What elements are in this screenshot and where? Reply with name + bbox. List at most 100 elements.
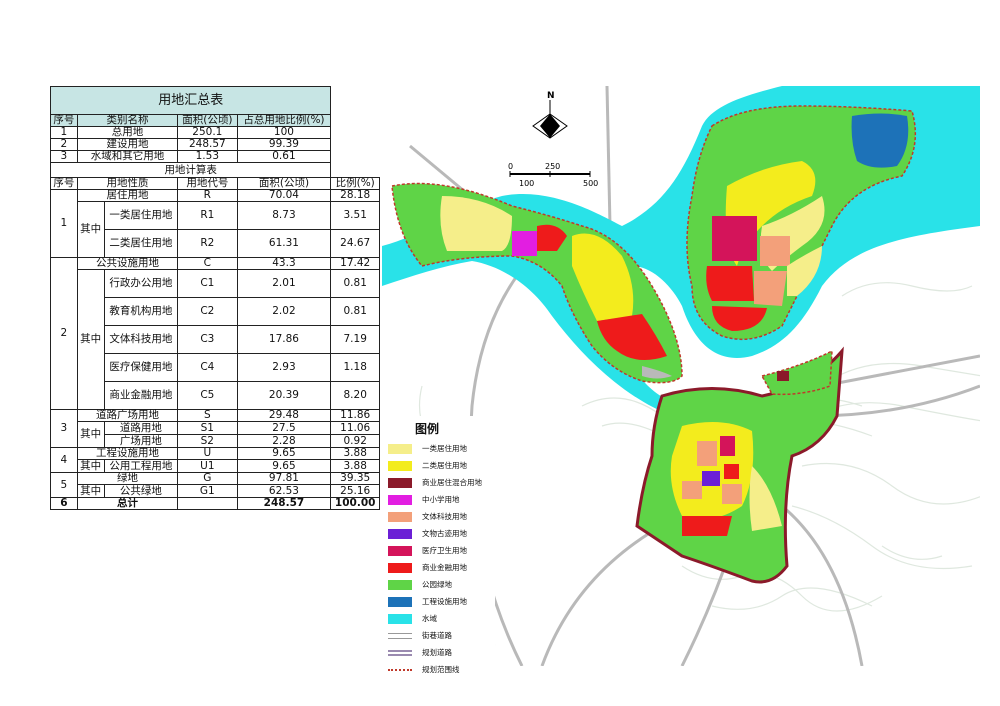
legend-item: 规划范围线	[385, 661, 495, 678]
sub-code: C1	[177, 269, 238, 298]
sub-name: 道路用地	[103, 421, 179, 435]
summary-header-ratio: 占总用地比例(%)	[236, 114, 332, 127]
legend-item: 规划道路	[385, 644, 495, 661]
sub-name: 商业金融用地	[103, 381, 179, 410]
sub-name: 公用工程用地	[103, 459, 179, 473]
table-row: 商业金融用地 C5 20.39 8.20	[51, 381, 380, 410]
table-row: 医疗保健用地 C4 2.93 1.18	[51, 353, 380, 382]
table-row: 3 道路广场用地 S 29.48 11.86	[50, 409, 380, 448]
legend-item: 水域	[385, 610, 495, 627]
legend-label: 街巷道路	[422, 631, 452, 640]
sub-area: 2.02	[236, 297, 332, 326]
group-code: G	[177, 472, 238, 485]
sub-name: 公共绿地	[103, 484, 179, 498]
sub-code: C2	[177, 297, 238, 326]
table-row: 2 建设用地 248.57 99.39	[50, 138, 380, 151]
calc-header-code: 用地代号	[177, 177, 238, 190]
summary-name: 水域和其它用地	[76, 150, 179, 163]
legend-label: 规划道路	[422, 648, 452, 657]
summary-area: 250.1	[177, 126, 238, 139]
sub-ratio: 0.81	[330, 297, 380, 326]
summary-ratio: 100	[236, 126, 332, 139]
table-row: 其中 公共绿地 G1 62.53 25.16	[51, 484, 380, 498]
group-area: 43.3	[236, 257, 332, 270]
group-no: 4	[50, 447, 78, 473]
summary-no: 3	[50, 150, 78, 163]
legend-item: 医疗卫生用地	[385, 542, 495, 559]
legend-swatch	[388, 632, 412, 639]
land-use-table: 用地汇总表 序号 类别名称 面积(公顷) 占总用地比例(%) 1 总用地 250…	[49, 86, 380, 510]
sub-ratio: 24.67	[330, 229, 380, 258]
legend-swatch	[388, 494, 412, 505]
calc-header-no: 序号	[50, 177, 78, 190]
sub-code: U1	[177, 459, 238, 473]
calc-header-area: 面积(公顷)	[236, 177, 332, 190]
legend-swatch	[388, 528, 412, 539]
summary-area: 1.53	[177, 150, 238, 163]
legend-swatch	[388, 649, 412, 656]
sub-ratio: 1.18	[330, 353, 380, 382]
compass-scale: N 0 250 100 500	[508, 91, 598, 188]
group-no: 5	[50, 472, 78, 498]
table-row: 6 总计 248.57 100.00	[50, 497, 380, 510]
group-ratio: 17.42	[330, 257, 380, 270]
sub-area: 9.65	[236, 459, 332, 473]
table-row: 教育机构用地 C2 2.02 0.81	[51, 297, 380, 326]
table-row: 5 绿地 G 97.81 39.35	[50, 472, 380, 498]
legend-swatch	[388, 596, 412, 607]
legend-item: 商业金融用地	[385, 559, 495, 576]
group-code: S	[177, 409, 238, 422]
legend-swatch	[388, 579, 412, 590]
group-name: 工程设施用地	[76, 447, 179, 460]
group-name: 居住用地	[76, 189, 179, 202]
sub-ratio: 8.20	[330, 381, 380, 410]
sub-area: 62.53	[236, 484, 332, 498]
table-row: 二类居住用地 R2 61.31 24.67	[51, 229, 380, 258]
legend-label: 文体科技用地	[422, 512, 467, 521]
table-row: 1 总用地 250.1 100	[50, 126, 380, 139]
legend-title: 图例	[415, 422, 440, 436]
summary-header-area: 面积(公顷)	[177, 114, 238, 127]
summary-name: 建设用地	[76, 138, 179, 151]
west-peninsula	[391, 182, 683, 384]
legend-swatch	[388, 545, 412, 556]
total-no: 6	[50, 497, 78, 510]
sub-code: C5	[177, 381, 238, 410]
group-name: 绿地	[76, 472, 179, 485]
sub-ratio: 25.16	[330, 484, 380, 498]
group-ratio: 11.86	[330, 409, 380, 422]
sub-name: 文体科技用地	[103, 325, 179, 354]
legend-label: 工程设施用地	[422, 597, 467, 606]
group-ratio: 28.18	[330, 189, 380, 202]
table-row: 其中 一类居住用地 R1 8.73 3.51	[51, 201, 380, 258]
sub-area: 2.28	[236, 434, 332, 448]
legend-label: 商业居住混合用地	[422, 478, 482, 487]
sub-ratio: 0.92	[330, 434, 380, 448]
calc-header-nature: 用地性质	[76, 177, 179, 190]
legend-label: 医疗卫生用地	[422, 546, 467, 555]
group-area: 9.65	[236, 447, 332, 460]
table-row: 文体科技用地 C3 17.86 7.19	[51, 325, 380, 354]
summary-area: 248.57	[177, 138, 238, 151]
sub-area: 27.5	[236, 421, 332, 435]
group-no: 2	[50, 257, 78, 410]
total-name: 总计	[76, 497, 179, 510]
sub-name: 广场用地	[103, 434, 179, 448]
total-code	[177, 497, 238, 510]
legend-swatch	[388, 460, 412, 471]
summary-header-no: 序号	[50, 114, 78, 127]
sub-name: 行政办公用地	[103, 269, 179, 298]
calc-header-ratio: 比例(%)	[330, 177, 380, 190]
north-label: N	[547, 91, 555, 101]
qizhong-label: 其中	[76, 459, 105, 473]
table-row: 2 公共设施用地 C 43.3 17.42	[50, 257, 380, 410]
legend-label: 二类居住用地	[422, 461, 467, 470]
scale-label: 250	[545, 162, 560, 171]
group-name: 道路广场用地	[76, 409, 179, 422]
sub-area: 20.39	[236, 381, 332, 410]
scale-label: 0	[508, 162, 513, 171]
legend-item: 中小学用地	[385, 491, 495, 508]
legend-item: 工程设施用地	[385, 593, 495, 610]
legend-swatch	[388, 511, 412, 522]
legend-label: 规划范围线	[422, 665, 460, 674]
